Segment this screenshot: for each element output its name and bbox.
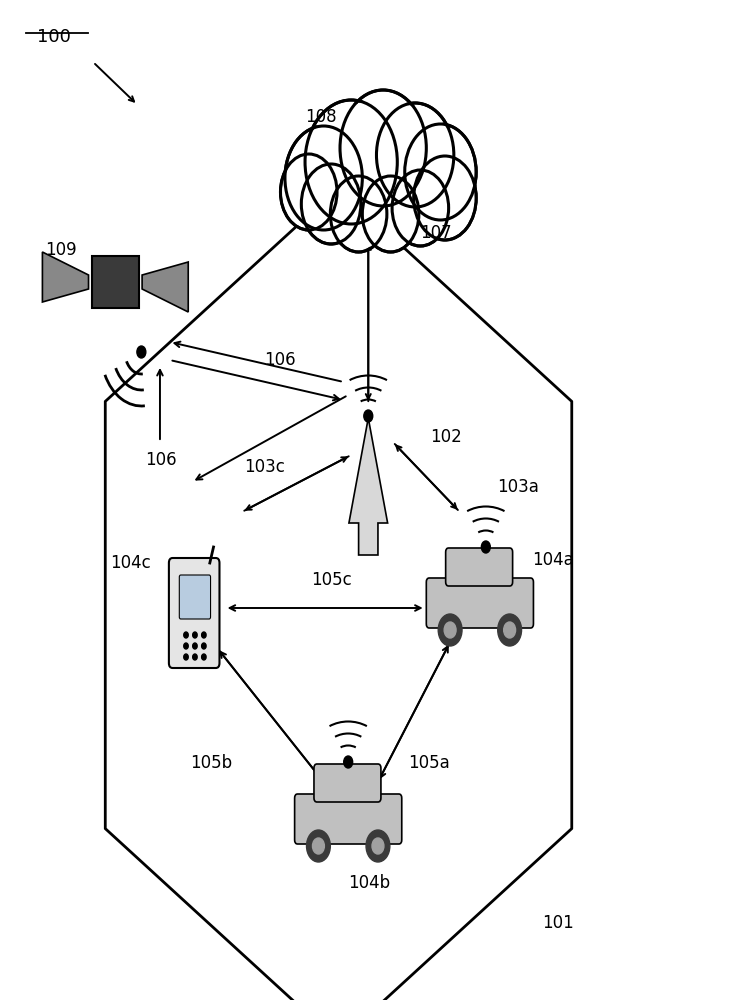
Circle shape: [184, 643, 188, 649]
Circle shape: [481, 541, 490, 553]
Circle shape: [407, 127, 474, 217]
Circle shape: [366, 830, 390, 862]
Text: 106: 106: [264, 351, 296, 369]
FancyBboxPatch shape: [426, 578, 533, 628]
Text: 104c: 104c: [110, 554, 151, 572]
Text: 106: 106: [145, 451, 177, 469]
Circle shape: [379, 107, 451, 203]
Text: 105b: 105b: [190, 754, 232, 772]
Polygon shape: [349, 418, 388, 555]
Circle shape: [362, 176, 419, 252]
Circle shape: [307, 830, 330, 862]
Text: 103a: 103a: [497, 478, 539, 496]
Circle shape: [416, 159, 474, 237]
Text: 100: 100: [37, 28, 71, 46]
Circle shape: [394, 173, 446, 243]
Circle shape: [414, 156, 476, 240]
Circle shape: [304, 167, 359, 241]
Circle shape: [301, 164, 361, 244]
Polygon shape: [142, 262, 188, 312]
FancyBboxPatch shape: [314, 764, 381, 802]
Circle shape: [438, 614, 462, 646]
Circle shape: [193, 654, 197, 660]
Circle shape: [343, 94, 423, 202]
Circle shape: [372, 838, 384, 854]
Circle shape: [333, 179, 385, 249]
Circle shape: [444, 622, 456, 638]
Circle shape: [280, 154, 337, 230]
Text: 107: 107: [420, 224, 452, 242]
Circle shape: [305, 100, 397, 224]
Circle shape: [392, 170, 449, 246]
Circle shape: [340, 90, 426, 206]
Circle shape: [376, 103, 454, 207]
Circle shape: [312, 838, 324, 854]
Circle shape: [330, 176, 387, 252]
Circle shape: [308, 104, 394, 220]
FancyBboxPatch shape: [169, 558, 219, 668]
Circle shape: [184, 632, 188, 638]
Circle shape: [498, 614, 522, 646]
FancyBboxPatch shape: [92, 256, 139, 308]
Circle shape: [193, 643, 197, 649]
FancyBboxPatch shape: [446, 548, 513, 586]
Circle shape: [202, 643, 206, 649]
Circle shape: [364, 410, 373, 422]
Circle shape: [405, 124, 476, 220]
Text: 103c: 103c: [244, 458, 285, 476]
Polygon shape: [42, 252, 89, 302]
Text: 109: 109: [45, 241, 77, 259]
Text: 108: 108: [305, 108, 337, 126]
Text: 104b: 104b: [348, 874, 391, 892]
Circle shape: [288, 130, 359, 226]
Circle shape: [202, 654, 206, 660]
Circle shape: [285, 126, 362, 230]
Text: 105c: 105c: [311, 571, 352, 589]
Text: 104a: 104a: [532, 551, 574, 569]
FancyBboxPatch shape: [295, 794, 402, 844]
Circle shape: [137, 346, 146, 358]
Circle shape: [283, 157, 335, 227]
Circle shape: [504, 622, 516, 638]
Circle shape: [202, 632, 206, 638]
Circle shape: [184, 654, 188, 660]
Text: 101: 101: [542, 914, 574, 932]
Circle shape: [344, 756, 353, 768]
Text: 102: 102: [430, 428, 462, 446]
Text: 105a: 105a: [408, 754, 449, 772]
Circle shape: [193, 632, 197, 638]
FancyBboxPatch shape: [179, 575, 211, 619]
Circle shape: [365, 179, 417, 249]
